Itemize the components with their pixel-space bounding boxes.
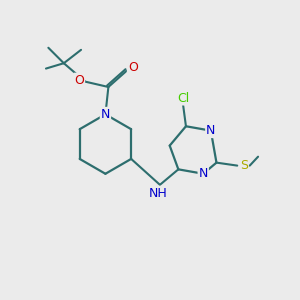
Text: N: N [199,167,208,180]
Text: N: N [101,108,110,121]
Text: O: O [74,74,84,87]
Text: N: N [206,124,215,137]
Text: O: O [128,61,138,74]
Text: Cl: Cl [177,92,189,104]
Text: S: S [240,159,248,172]
Text: NH: NH [149,187,168,200]
